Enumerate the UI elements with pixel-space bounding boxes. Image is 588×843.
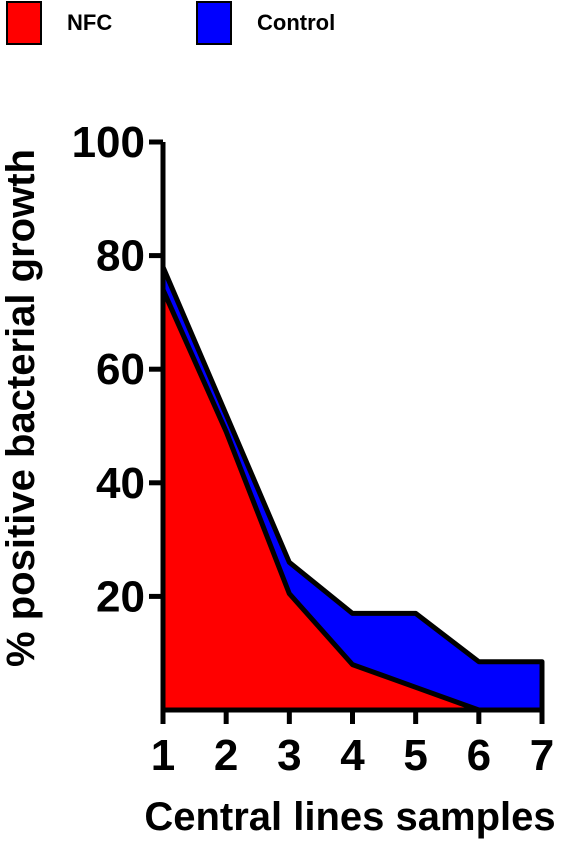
x-tick-label-5: 5 <box>403 731 427 780</box>
y-tick-label-100: 100 <box>72 118 145 167</box>
axes: 20 40 60 80 100 1 2 3 4 5 6 7 <box>72 118 555 780</box>
legend-label-nfc: NFC <box>67 10 112 35</box>
x-tick-label-3: 3 <box>277 731 301 780</box>
x-tick-label-7: 7 <box>530 731 554 780</box>
x-tick-label-4: 4 <box>340 731 365 780</box>
x-axis-title: Central lines samples <box>144 795 555 839</box>
y-tick-label-60: 60 <box>96 345 145 394</box>
y-tick-label-20: 20 <box>96 572 145 621</box>
y-axis-title: % positive bacterial growth <box>0 149 43 667</box>
legend-label-control: Control <box>257 10 335 35</box>
y-tick-label-40: 40 <box>96 459 145 508</box>
y-tick-label-80: 80 <box>96 232 145 281</box>
legend: NFC Control <box>6 1 335 45</box>
legend-swatch-control <box>196 1 232 45</box>
legend-swatch-nfc <box>6 1 42 45</box>
x-tick-label-6: 6 <box>467 731 491 780</box>
x-tick-label-1: 1 <box>151 731 175 780</box>
x-tick-label-2: 2 <box>214 731 238 780</box>
plot-areas <box>160 264 545 713</box>
